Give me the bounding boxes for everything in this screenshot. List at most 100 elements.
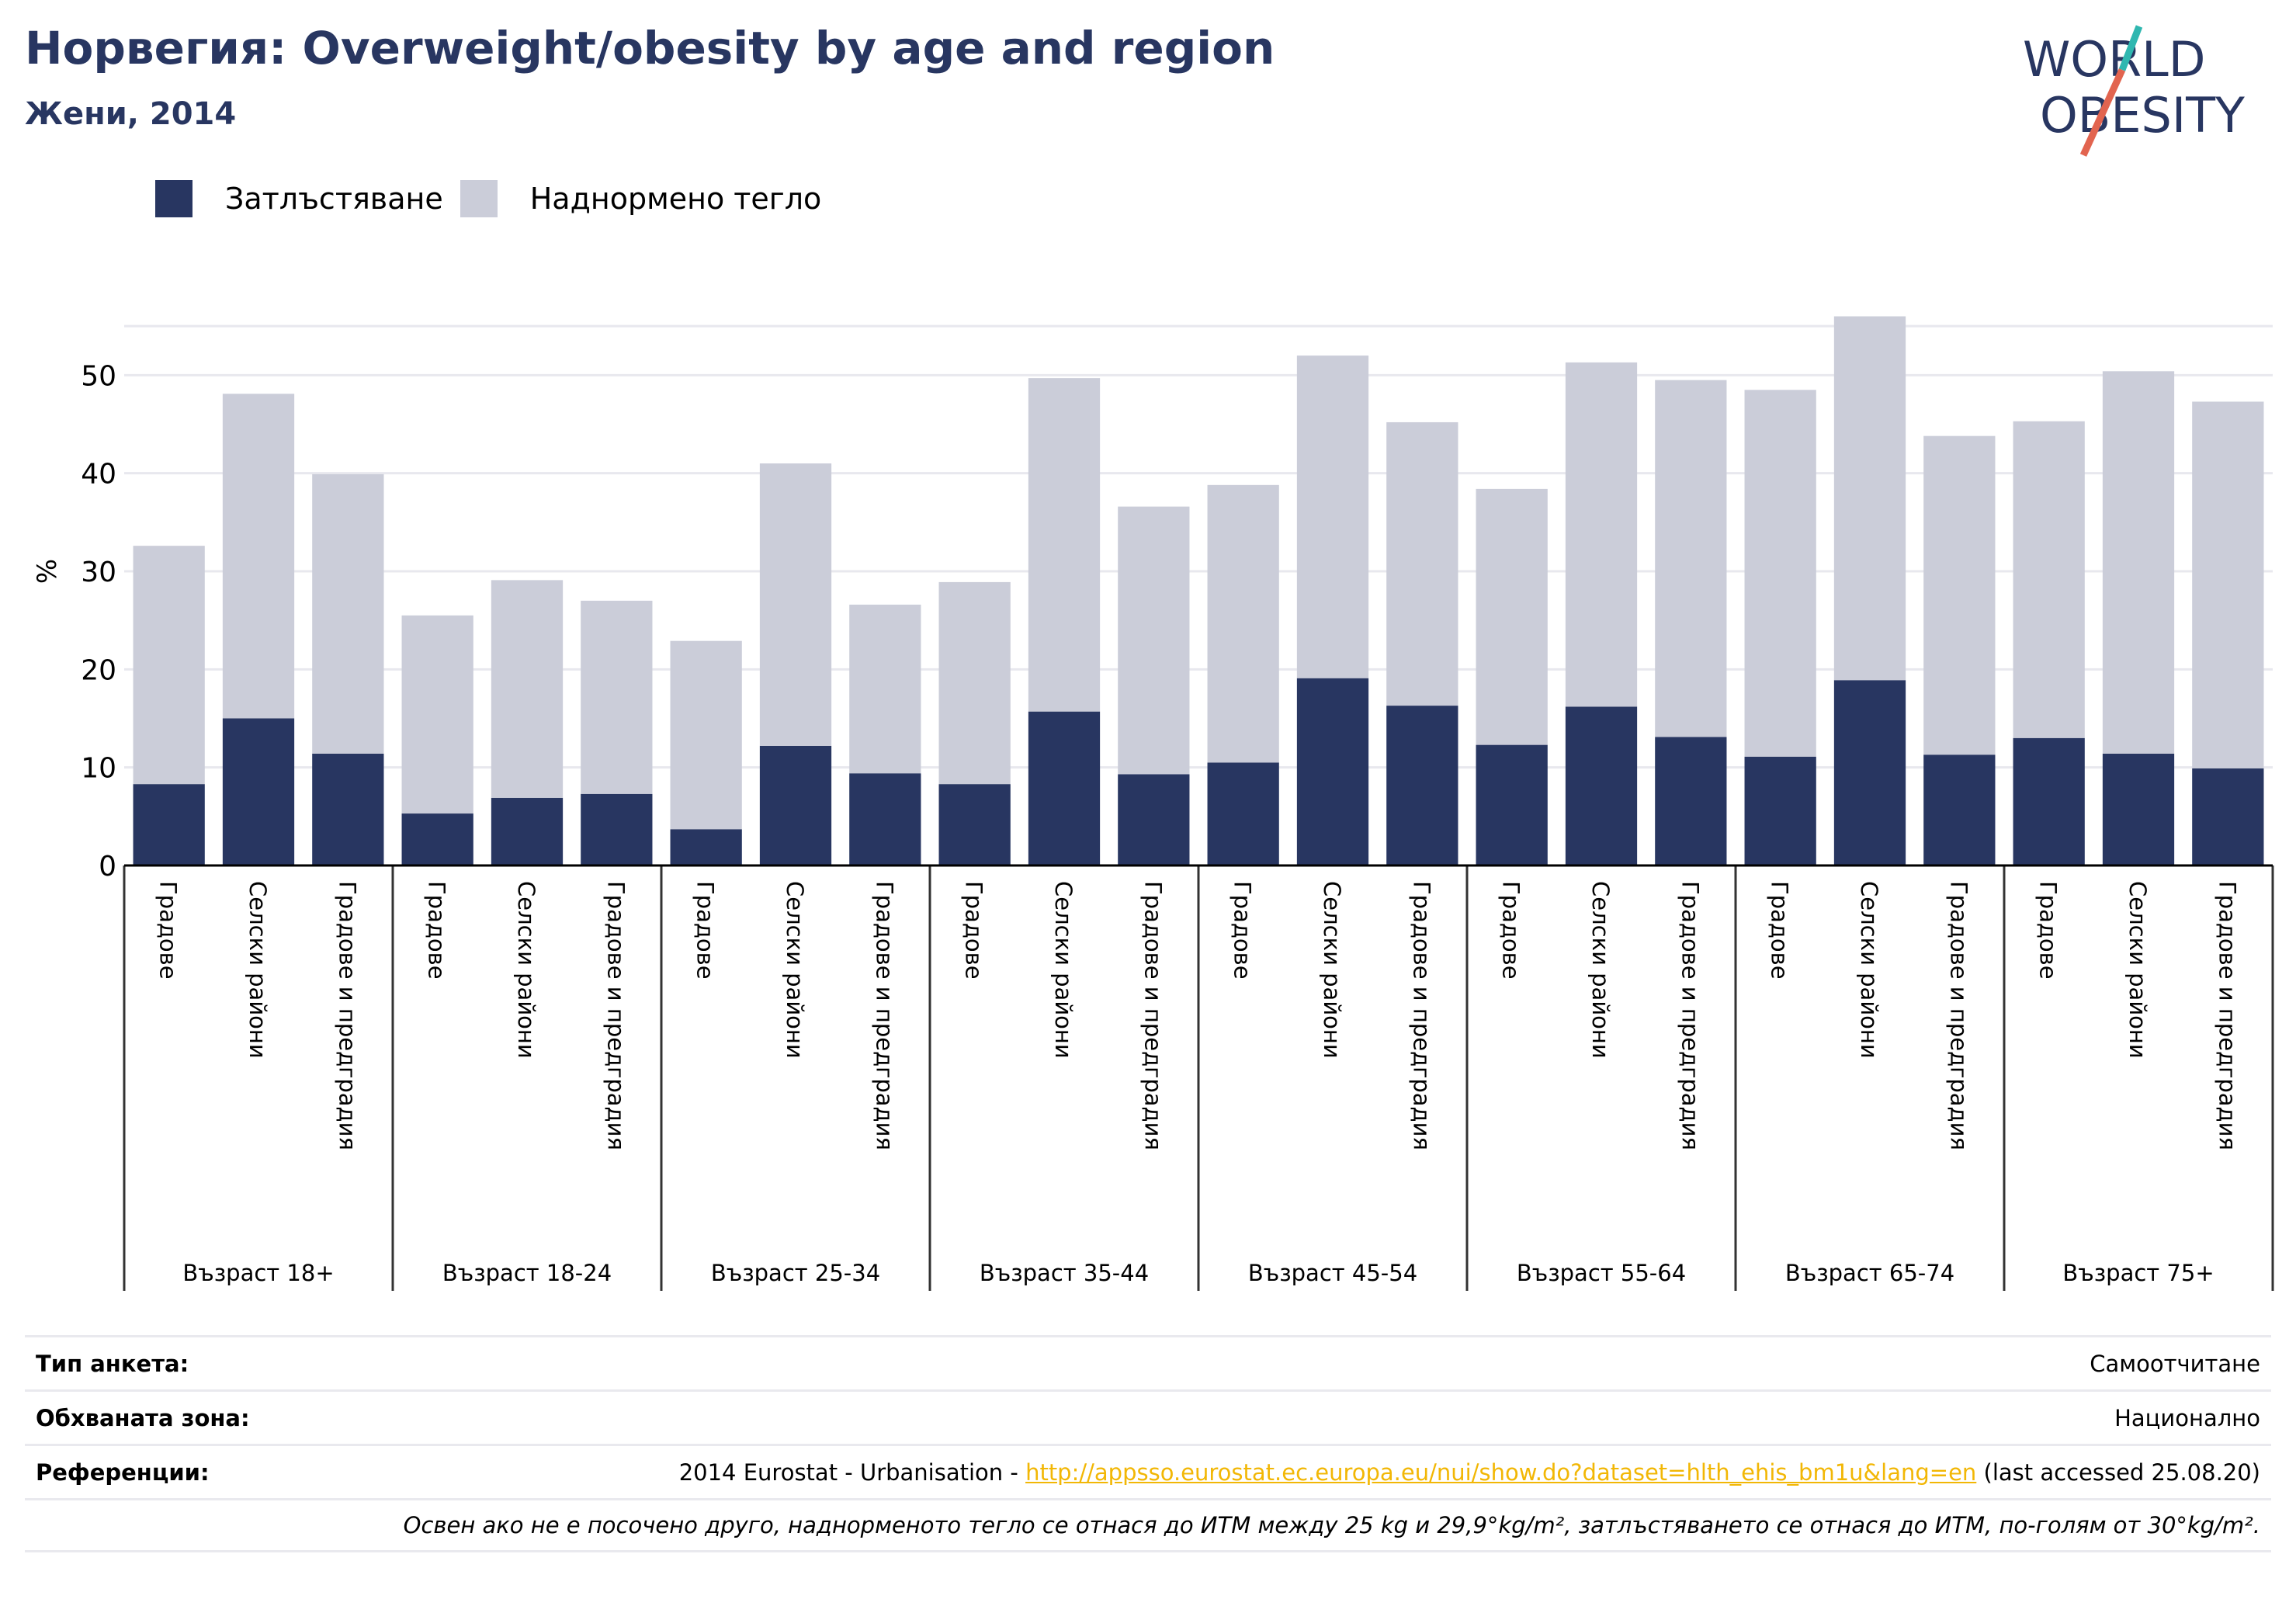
bar-overweight (938, 581, 1011, 785)
x-tick-label: Градове (1498, 881, 1524, 980)
x-tick-label: Градове и предградия (1139, 881, 1166, 1150)
survey-type-label: Тип анкета: (36, 1350, 189, 1377)
x-tick-label: Градове (961, 881, 987, 980)
logo-slash-teal-icon (2118, 25, 2143, 71)
x-tick-label: Градове (424, 881, 450, 980)
x-tick-label: Селски райони (1319, 881, 1345, 1059)
logo-word-world: WORLD (2023, 31, 2205, 88)
legend-item-obesity: Затлъстяване (155, 180, 443, 217)
bar-obesity (1744, 756, 1816, 865)
logo-slash-red-icon (2079, 68, 2126, 157)
bar-obesity (491, 797, 564, 865)
bar-overweight (1565, 362, 1638, 707)
definition-note-row: Освен ако не е посочено друго, наднормен… (25, 1498, 2271, 1552)
bar-overweight (312, 473, 384, 754)
group-label: Възраст 45-54 (1248, 1260, 1417, 1286)
bar-obesity (1923, 754, 1996, 865)
bar-overweight (1744, 390, 1816, 757)
bar-overweight (1296, 356, 1369, 678)
x-tick-label: Селски райони (2124, 881, 2151, 1059)
bar-overweight (2102, 371, 2175, 754)
coverage-value: Национално (2114, 1404, 2260, 1431)
chart-subtitle: Жени, 2014 (25, 96, 237, 132)
group-label: Възраст 35-44 (980, 1260, 1149, 1286)
legend-label-obesity: Затлъстяване (225, 182, 443, 216)
group-label: Възраст 75+ (2062, 1260, 2214, 1286)
logo-word-obesity: OBESITY (2040, 87, 2245, 144)
reference-link[interactable]: http://appsso.eurostat.ec.europa.eu/nui/… (1025, 1459, 1977, 1486)
info-table: Тип анкета: Самоотчитане Обхваната зона:… (25, 1335, 2271, 1552)
bar-obesity (222, 718, 295, 865)
axes: 0 10 20 30 40 50 Градове Селски райони Градове и… (81, 360, 2274, 1291)
bar-obesity (849, 773, 921, 865)
x-tick-label: Градове и предградия (334, 881, 360, 1150)
y-tick-label: 50 (81, 360, 116, 392)
x-tick-label: Селски райони (513, 881, 539, 1059)
x-tick-label: Селски райони (1856, 881, 1882, 1059)
references-label: Референции: (36, 1459, 210, 1486)
coverage-row: Обхваната зона: Национално (25, 1389, 2271, 1444)
x-tick-label: Градове и предградия (1945, 881, 1972, 1150)
y-axis-label: % (32, 559, 63, 584)
grid-lines (124, 324, 2273, 769)
y-tick-label: 0 (99, 851, 116, 883)
group-label: Възраст 18-24 (442, 1260, 612, 1286)
bar-obesity (1655, 737, 1727, 865)
bar-obesity (1565, 706, 1638, 865)
bar-overweight (1476, 488, 1548, 745)
coverage-label: Обхваната зона: (36, 1404, 250, 1431)
bar-overweight (2013, 421, 2085, 738)
legend-item-overweight: Наднормено тегло (460, 180, 821, 217)
definition-note: Освен ако не е посочено друго, наднормен… (403, 1512, 2260, 1538)
y-tick-label: 10 (81, 753, 116, 785)
x-tick-label: Градове и предградия (871, 881, 897, 1150)
survey-type-row: Тип анкета: Самоотчитане (25, 1335, 2271, 1389)
group-label: Възраст 55-64 (1517, 1260, 1686, 1286)
bar-overweight (1833, 316, 1906, 681)
legend-swatch-obesity (155, 180, 192, 217)
bar-overweight (1118, 506, 1190, 775)
bar-overweight (491, 580, 564, 798)
bar-obesity (2102, 753, 2175, 865)
bar-obesity (1207, 762, 1279, 865)
bar-obesity (938, 784, 1011, 865)
group-label: Възраст 18+ (182, 1260, 334, 1286)
x-tick-label: Градове (1767, 881, 1793, 980)
survey-type-value: Самоотчитане (2090, 1350, 2260, 1377)
group-label: Възраст 65-74 (1785, 1260, 1954, 1286)
reference-suffix: (last accessed 25.08.20) (1976, 1459, 2261, 1486)
bar-overweight (1207, 484, 1279, 763)
x-tick-label: Градове (692, 881, 719, 980)
y-tick-label: 30 (81, 557, 116, 588)
chart-legend: Затлъстяване Наднормено тегло (155, 179, 838, 219)
bar-obesity (1833, 680, 1906, 865)
chart-title: Норвегия: Overweight/obesity by age and … (25, 22, 1275, 75)
bar-overweight (2192, 401, 2264, 768)
y-tick-label: 20 (81, 654, 116, 686)
x-tick-label: Градове (2035, 881, 2062, 980)
bar-overweight (133, 546, 205, 785)
bar-obesity (2013, 737, 2085, 865)
bar-obesity (670, 829, 742, 865)
bar-overweight (670, 640, 742, 830)
references-row: Референции: 2014 Eurostat - Urbanisation… (25, 1444, 2271, 1498)
bar-obesity (1028, 711, 1101, 865)
bar-overweight (849, 604, 921, 774)
bar-obesity (1118, 774, 1190, 865)
bar-overweight (401, 615, 473, 814)
x-tick-label: Градове и предградия (602, 881, 629, 1150)
bar-obesity (133, 784, 205, 865)
reference-prefix: 2014 Eurostat - Urbanisation - (678, 1459, 1026, 1486)
bar-obesity (1476, 744, 1548, 865)
bar-overweight (581, 600, 653, 794)
x-tick-label: Градове и предградия (1677, 881, 1703, 1150)
bar-obesity (1296, 678, 1369, 865)
x-tick-label: Градове (155, 881, 182, 980)
bar-obesity (759, 745, 832, 865)
bar-obesity (1386, 706, 1458, 865)
bars (133, 316, 2264, 865)
bar-overweight (222, 394, 295, 719)
group-label: Възраст 25-34 (711, 1260, 880, 1286)
y-tick-label: 40 (81, 459, 116, 491)
bar-chart: 0 10 20 30 40 50 Градове Селски райони Градове и… (32, 316, 2274, 1291)
